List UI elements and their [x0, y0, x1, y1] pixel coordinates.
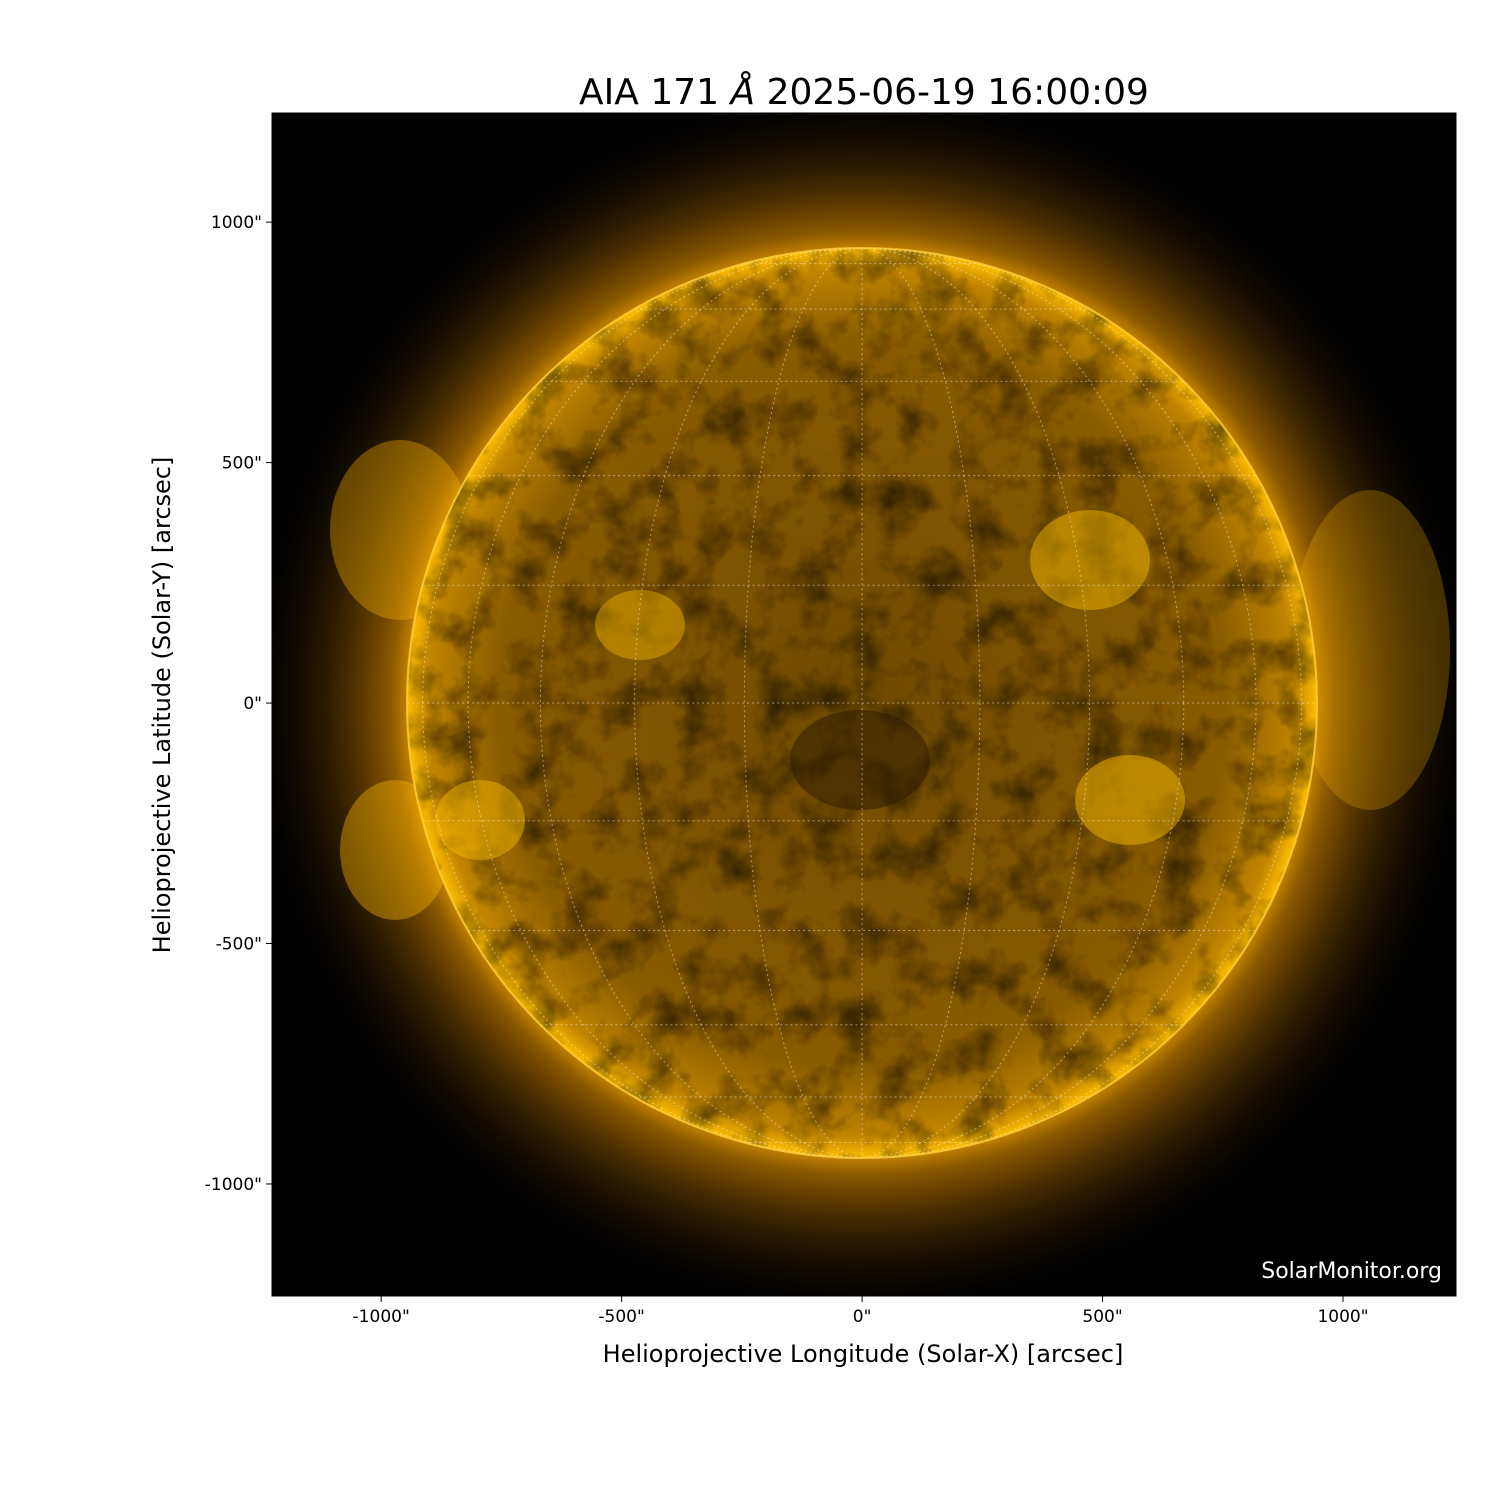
x-axis-label: Helioprojective Longitude (Solar-X) [arc…	[603, 1340, 1124, 1368]
active-region	[1075, 755, 1185, 845]
x-tick-label: 500"	[1082, 1307, 1122, 1327]
longitude-line	[743, 248, 981, 1158]
axes-frame	[271, 112, 1457, 1297]
longitude-line	[422, 248, 1303, 1158]
plot-area: SolarMonitor.org	[272, 113, 1456, 1296]
y-tick-label: 0"	[243, 694, 262, 714]
chart-title: AIA 171 Å 2025-06-19 16:00:09	[579, 70, 1149, 113]
active-region	[595, 590, 685, 660]
disk-texture	[407, 248, 1317, 1158]
y-tick-label: 1000"	[211, 213, 262, 233]
y-axis: 1000" 500" 0" -500" -1000"	[205, 213, 272, 1195]
x-tick-label: 1000"	[1317, 1307, 1368, 1327]
longitude-line	[539, 248, 1185, 1158]
watermark: SolarMonitor.org	[1261, 1259, 1442, 1284]
x-tick-label: -500"	[598, 1307, 644, 1327]
dark-filament	[790, 710, 930, 810]
active-region-loops	[1290, 490, 1450, 810]
x-axis: -1000" -500" 0" 500" 1000"	[353, 1296, 1369, 1327]
y-tick-label: -500"	[216, 935, 262, 955]
active-region	[435, 780, 525, 860]
x-tick-label: -1000"	[353, 1307, 410, 1327]
heliographic-grid	[407, 248, 1317, 1158]
y-axis-label: Helioprojective Latitude (Solar-Y) [arcs…	[148, 457, 176, 954]
y-tick-label: 500"	[222, 454, 262, 474]
y-tick-label: -1000"	[205, 1175, 262, 1195]
x-tick-label: 0"	[853, 1307, 872, 1327]
active-region	[1030, 510, 1150, 610]
longitude-line	[467, 248, 1257, 1158]
limb	[406, 247, 1318, 1159]
